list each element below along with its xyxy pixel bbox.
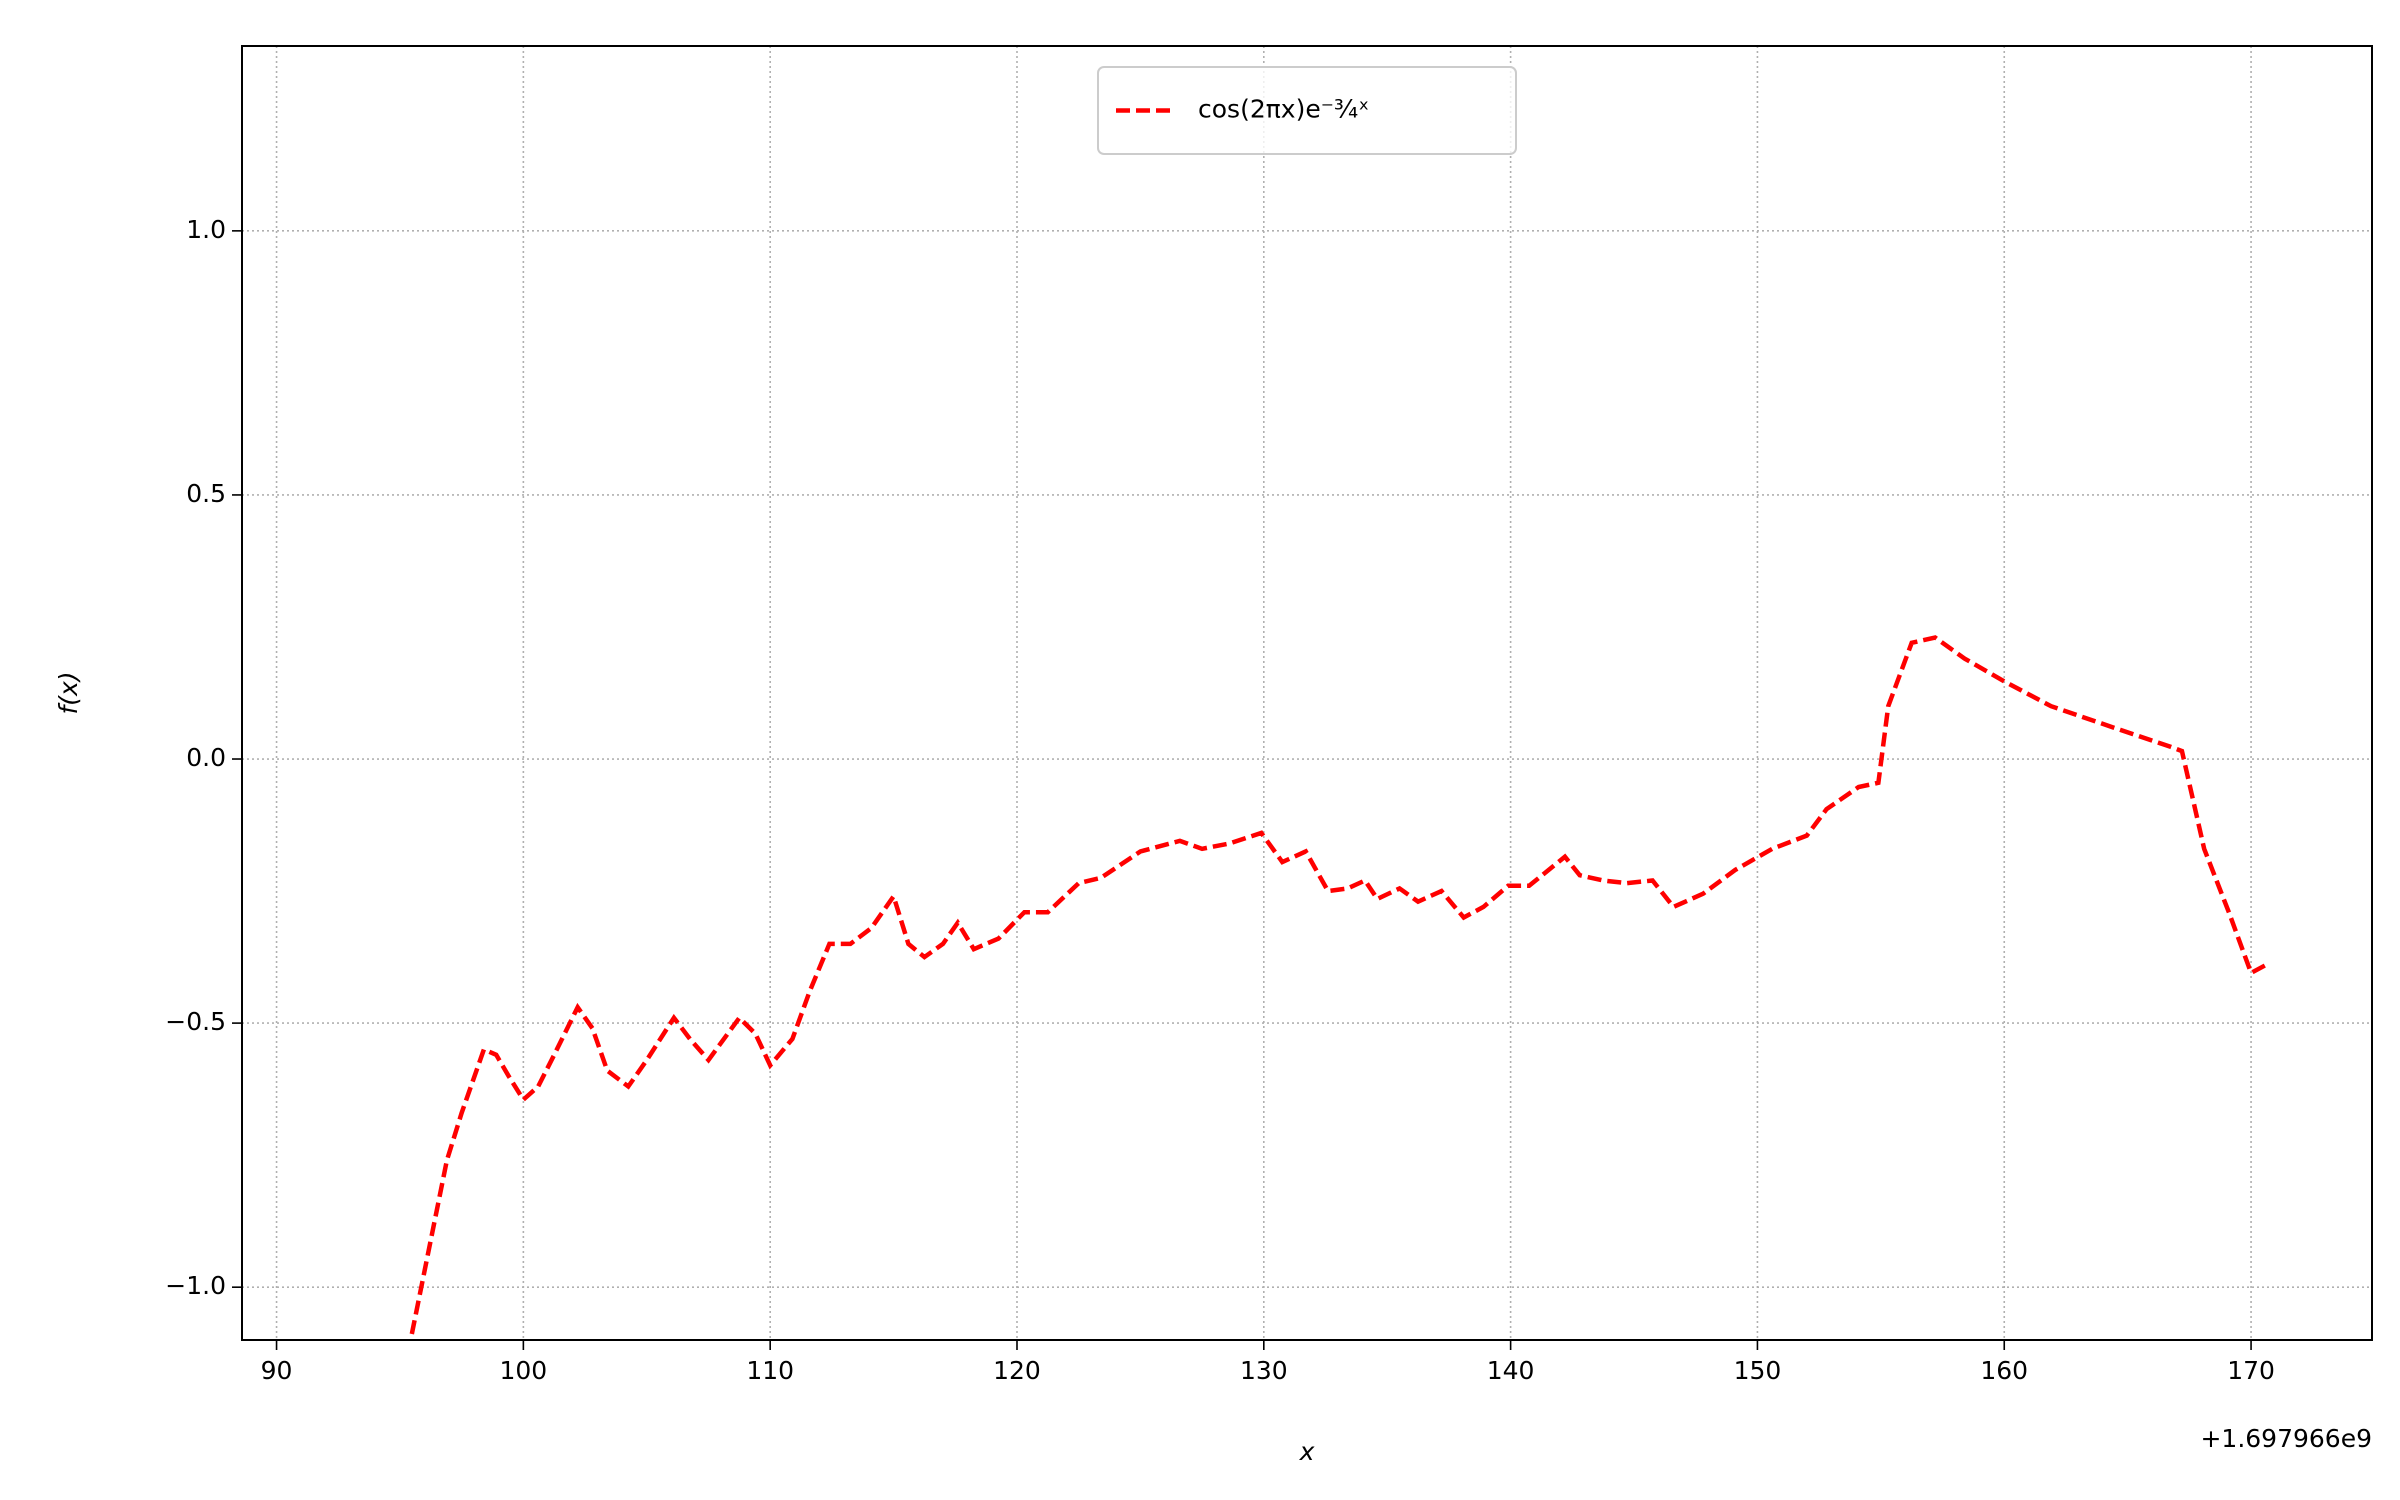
y-tick-label: 0.0: [186, 743, 226, 772]
x-tick-label: 140: [1487, 1356, 1535, 1385]
y-axis-label: f(x): [54, 671, 83, 714]
plot-area: [408, 635, 2267, 1340]
legend-label: cos(2πx)e⁻³⁄₄ˣ: [1198, 95, 1369, 124]
x-tick-label: 120: [993, 1356, 1041, 1385]
legend-box: [1097, 66, 1517, 155]
data-line: [408, 635, 2267, 1340]
x-tick-label: 130: [1240, 1356, 1288, 1385]
x-axis-label: x: [1299, 1437, 1315, 1466]
x-tick-label: 100: [500, 1356, 548, 1385]
y-tick-label: −1.0: [165, 1271, 226, 1300]
legend: cos(2πx)e⁻³⁄₄ˣ: [1097, 66, 1517, 155]
x-tick-label: 170: [2227, 1356, 2275, 1385]
x-tick-label: 110: [746, 1356, 794, 1385]
x-tick-label: 150: [1734, 1356, 1782, 1385]
x-tick-label: 90: [261, 1356, 293, 1385]
y-tick-label: 0.5: [186, 479, 226, 508]
y-tick-label: −0.5: [165, 1007, 226, 1036]
plot-frame: [241, 45, 2373, 1341]
y-tick-label: 1.0: [186, 215, 226, 244]
x-offset-label: +1.697966e9: [2200, 1424, 2372, 1453]
x-tick-label: 160: [1980, 1356, 2028, 1385]
